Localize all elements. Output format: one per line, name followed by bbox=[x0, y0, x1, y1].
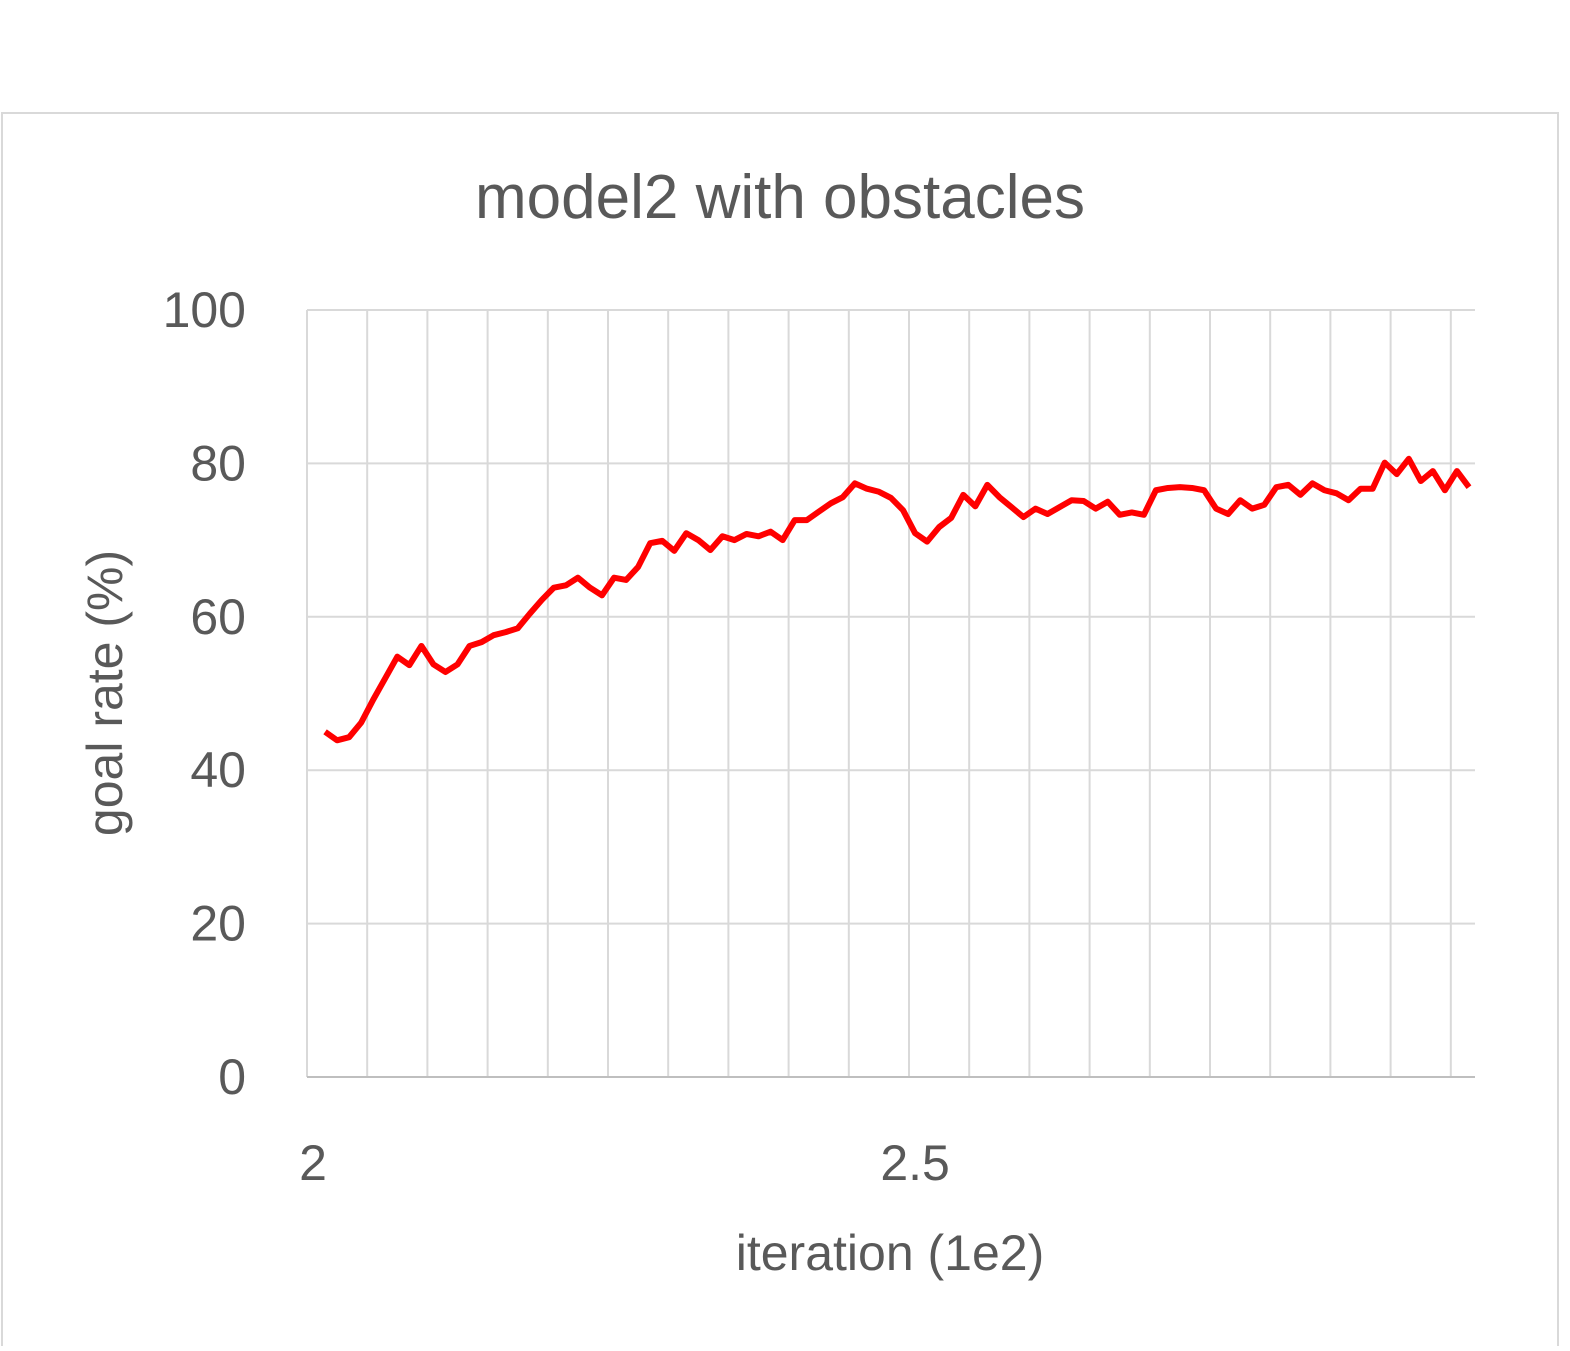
y-tick-label: 40 bbox=[190, 742, 246, 798]
y-tick-label: 100 bbox=[163, 282, 246, 338]
y-tick-label: 80 bbox=[190, 435, 246, 491]
chart-frame bbox=[1, 112, 1559, 1351]
x-tick-label: 2.5 bbox=[880, 1135, 950, 1191]
x-axis-title: iteration (1e2) bbox=[736, 1225, 1045, 1281]
y-tick-label: 20 bbox=[190, 896, 246, 952]
x-tick-label: 2 bbox=[299, 1135, 327, 1191]
y-axis-title: goal rate (%) bbox=[77, 550, 133, 836]
y-tick-label: 0 bbox=[218, 1049, 246, 1105]
y-tick-label: 60 bbox=[190, 589, 246, 645]
data-line bbox=[323, 455, 1472, 744]
chart-title: model2 with obstacles bbox=[475, 163, 1085, 232]
